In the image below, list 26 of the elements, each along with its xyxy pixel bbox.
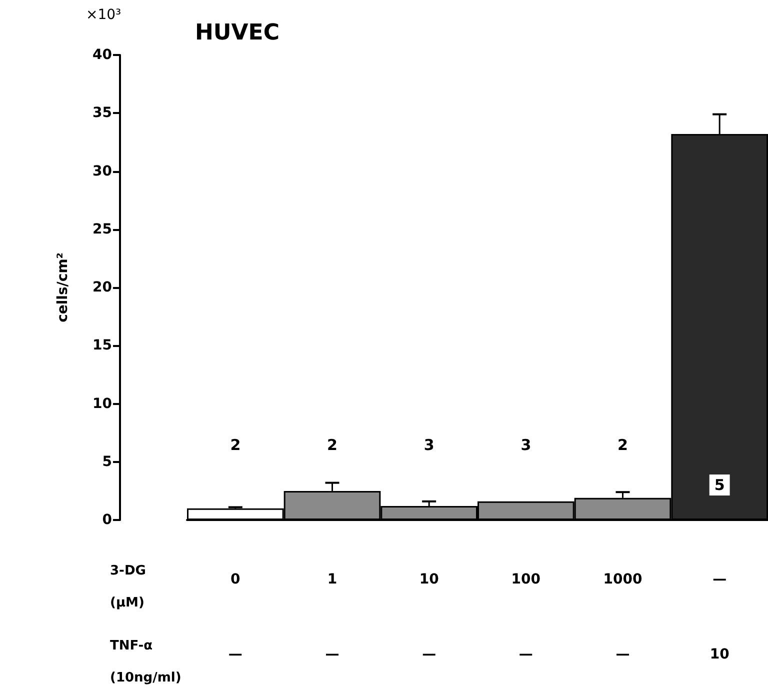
category-label: — 10 [710,572,730,662]
chart-title: HUVEC [195,20,280,46]
y-tick-label: 25 [92,221,112,238]
y-tick-label: 10 [92,396,112,412]
y-tick-label: 15 [92,338,112,354]
category-label: 1000 — [603,572,642,662]
y-tick-label: 20 [92,280,112,296]
text: 3-DG (μM) [110,564,146,610]
annotation: 3 [520,436,532,454]
annotation: 2 [327,436,338,454]
y-tick-label: 35 [92,105,112,122]
annotation: 2 [618,436,628,454]
y-axis-title: cells/cm² [55,252,71,322]
y-tick-label: 0 [102,512,112,528]
annotation: 2 [230,436,241,454]
annotation: 5 [714,476,725,494]
y-tick-label: 30 [92,163,112,180]
annotation: 3 [424,436,434,454]
category-label: 1 — [325,572,340,662]
text: ×10³ [86,7,122,23]
category-label: 0 — [228,572,242,662]
y-tick-label: 40 [92,47,112,63]
category-label: 10 — [419,572,439,662]
text: TNF-α (10ng/ml) [110,638,182,686]
y-tick-label: 5 [102,454,112,470]
category-label: 100 — [511,572,541,662]
